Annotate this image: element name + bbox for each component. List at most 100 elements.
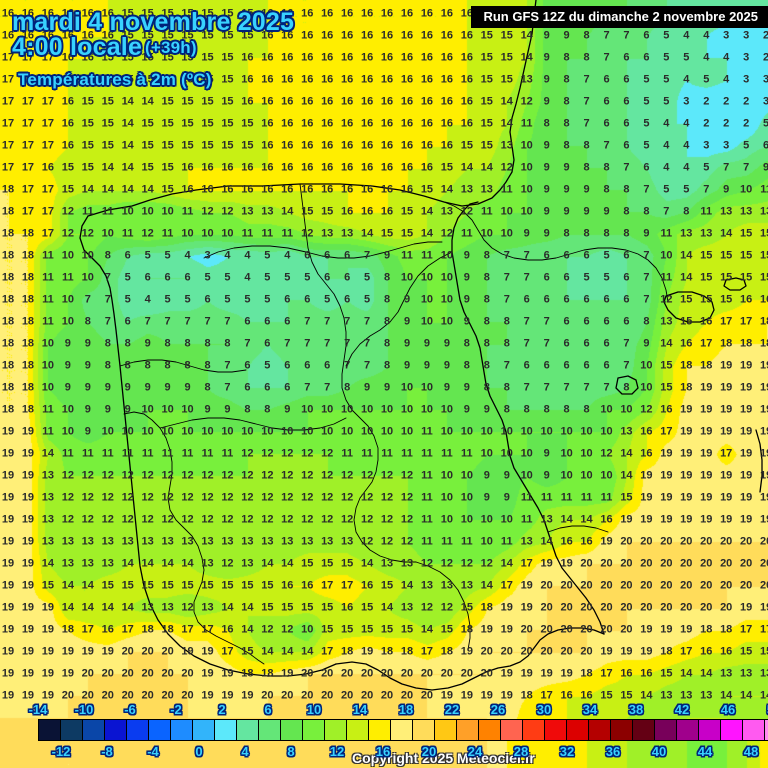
temperature-value: 12 [460,557,473,570]
temperature-value: 20 [121,645,134,658]
temperature-value: 5 [663,73,670,86]
temperature-value: 14 [680,249,693,262]
temperature-value: 16 [221,183,234,196]
temperature-value: 14 [261,557,274,570]
temperature-value: 15 [221,29,234,42]
temperature-value: 7 [523,381,530,394]
legend-tick-label: 8 [287,744,295,759]
temperature-value: 9 [164,381,171,394]
temperature-value: 12 [440,601,454,614]
temperature-value: 19 [759,381,768,394]
temperature-value: 16 [420,51,434,64]
temperature-value: 9 [463,249,470,262]
temperature-value: 19 [720,491,733,504]
temperature-value: 15 [81,95,94,108]
temperature-value: 6 [344,271,351,284]
temperature-value: 9 [723,183,730,196]
temperature-value: 17 [41,183,55,196]
temperature-value: 12 [341,469,354,482]
temperature-value: 16 [61,117,74,130]
temperature-value: 15 [221,51,234,64]
temperature-value: 15 [480,117,493,130]
temperature-value: 19 [540,667,553,680]
temperature-value: 14 [121,117,134,130]
temperature-value: 10 [61,315,74,328]
temperature-value: 6 [603,315,610,328]
temperature-value: 6 [623,117,630,130]
temperature-value: 7 [204,315,211,328]
temperature-value: 14 [281,205,294,218]
temperature-value: 8 [383,315,391,328]
temperature-value: 19 [21,425,35,438]
temperature-value: 19 [500,601,513,614]
temperature-value: 15 [201,29,214,42]
temperature-value: 8 [583,139,590,152]
temperature-value: 10 [520,447,533,460]
temperature-value: 13 [321,535,334,548]
temperature-value: 13 [81,535,94,548]
temperature-value: 15 [161,139,174,152]
temperature-value: 10 [440,315,454,328]
temperature-value: 4 [663,139,670,152]
temperature-value: 20 [740,557,753,570]
temperature-value: 19 [720,513,733,526]
temperature-value: 9 [423,337,430,350]
temperature-value: 14 [81,601,94,614]
legend-swatch [567,720,589,740]
temperature-value: 7 [563,381,570,394]
temperature-value: 17 [1,117,15,130]
temperature-value: 16 [261,95,274,108]
temperature-value: 16 [380,51,394,64]
temperature-value: 8 [623,205,630,218]
temperature-value: 9 [543,73,550,86]
temperature-value: 8 [184,359,191,372]
temperature-value: 7 [84,293,91,306]
temperature-value: 19 [520,601,533,614]
temperature-value: 16 [620,667,633,680]
temperature-value: 9 [84,425,91,438]
temperature-value: 19 [500,689,513,702]
temperature-value: 16 [241,73,254,86]
temperature-value: 13 [460,579,473,592]
temperature-value: 15 [141,161,154,174]
temperature-value: 5 [124,271,131,284]
temperature-value: 16 [440,7,454,20]
temperature-value: 19 [660,491,673,504]
temperature-value: 17 [1,73,15,86]
temperature-value: 8 [104,249,111,262]
temperature-value: 19 [41,667,55,680]
temperature-value: 10 [480,535,493,548]
temperature-value: 10 [61,403,74,416]
temperature-value: 15 [321,205,334,218]
temperature-value: 9 [204,403,211,416]
temperature-value: 19 [41,645,55,658]
temperature-value: 5 [603,271,610,284]
temperature-value: 12 [221,557,234,570]
temperature-value: 12 [101,491,114,504]
temperature-value: 14 [301,645,314,658]
temperature-value: 19 [620,513,633,526]
temperature-value: 4 [683,161,690,174]
temperature-value: 19 [1,667,15,680]
temperature-value: 10 [261,425,274,438]
temperature-value: 4 [683,29,690,42]
temperature-value: 15 [221,139,234,152]
temperature-value: 7 [543,381,550,394]
temperature-value: 10 [201,227,214,240]
legend-swatch [677,720,699,740]
temperature-value: 15 [81,73,94,86]
temperature-value: 13 [500,139,513,152]
temperature-value: 17 [1,95,15,108]
temperature-value: 8 [264,403,271,416]
legend-tick-label: -14 [28,702,48,717]
temperature-value: 5 [603,249,610,262]
temperature-value: 10 [540,425,553,438]
temperature-value: 9 [84,403,91,416]
temperature-value: 15 [241,579,254,592]
temperature-value: 12 [81,227,94,240]
temperature-value: 15 [620,689,633,702]
temperature-value: 11 [361,447,373,460]
temperature-value: 16 [321,73,334,86]
temperature-value: 15 [141,7,154,20]
temperature-value: 11 [42,293,54,306]
